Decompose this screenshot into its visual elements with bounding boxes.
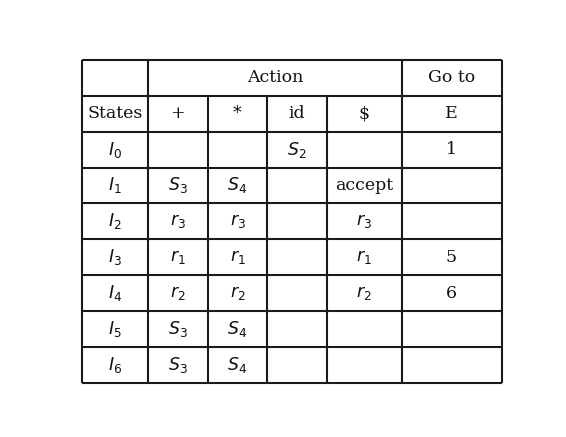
Text: Go to: Go to [428,69,475,86]
Text: $\mathit{S}_{2}$: $\mathit{S}_{2}$ [288,139,307,160]
Text: $\mathit{r}_{3}$: $\mathit{r}_{3}$ [356,212,372,230]
Text: $\mathit{I}_{1}$: $\mathit{I}_{1}$ [108,176,122,195]
Text: $\mathit{r}_{1}$: $\mathit{r}_{1}$ [230,248,245,266]
Text: $\mathit{r}_{2}$: $\mathit{r}_{2}$ [357,284,372,302]
Text: Action: Action [247,69,303,86]
Text: $\mathit{S}_{4}$: $\mathit{S}_{4}$ [228,355,247,375]
Text: $\mathit{S}_{3}$: $\mathit{S}_{3}$ [168,319,188,339]
Text: $\mathit{r}_{1}$: $\mathit{r}_{1}$ [357,248,372,266]
Text: $\mathit{I}_{6}$: $\mathit{I}_{6}$ [108,355,122,375]
Text: +: + [170,105,185,122]
Text: id: id [289,105,306,122]
Text: $\mathit{S}_{4}$: $\mathit{S}_{4}$ [228,319,247,339]
Text: $\mathit{r}_{3}$: $\mathit{r}_{3}$ [170,212,186,230]
Text: $\mathit{I}_{4}$: $\mathit{I}_{4}$ [108,283,122,303]
Text: $\mathit{S}_{3}$: $\mathit{S}_{3}$ [168,355,188,375]
Text: $\mathit{r}_{3}$: $\mathit{r}_{3}$ [229,212,246,230]
Text: $\mathit{S}_{4}$: $\mathit{S}_{4}$ [228,176,247,195]
Text: $\mathit{S}_{3}$: $\mathit{S}_{3}$ [168,176,188,195]
Text: 5: 5 [446,249,457,266]
Text: $\mathit{I}_{5}$: $\mathit{I}_{5}$ [108,319,122,339]
Text: $\mathit{I}_{3}$: $\mathit{I}_{3}$ [108,247,122,267]
Text: $\mathit{I}_{2}$: $\mathit{I}_{2}$ [108,212,122,231]
Text: $\mathit{r}_{1}$: $\mathit{r}_{1}$ [170,248,186,266]
Text: E: E [445,105,458,122]
Text: States: States [87,105,143,122]
Text: $\mathit{I}_{0}$: $\mathit{I}_{0}$ [108,139,122,160]
Text: *: * [233,105,242,122]
Text: accept: accept [335,177,393,194]
Text: 6: 6 [446,284,457,302]
Text: $: $ [359,105,370,122]
Text: $\mathit{r}_{2}$: $\mathit{r}_{2}$ [170,284,186,302]
Text: 1: 1 [446,141,457,158]
Text: $\mathit{r}_{2}$: $\mathit{r}_{2}$ [230,284,245,302]
